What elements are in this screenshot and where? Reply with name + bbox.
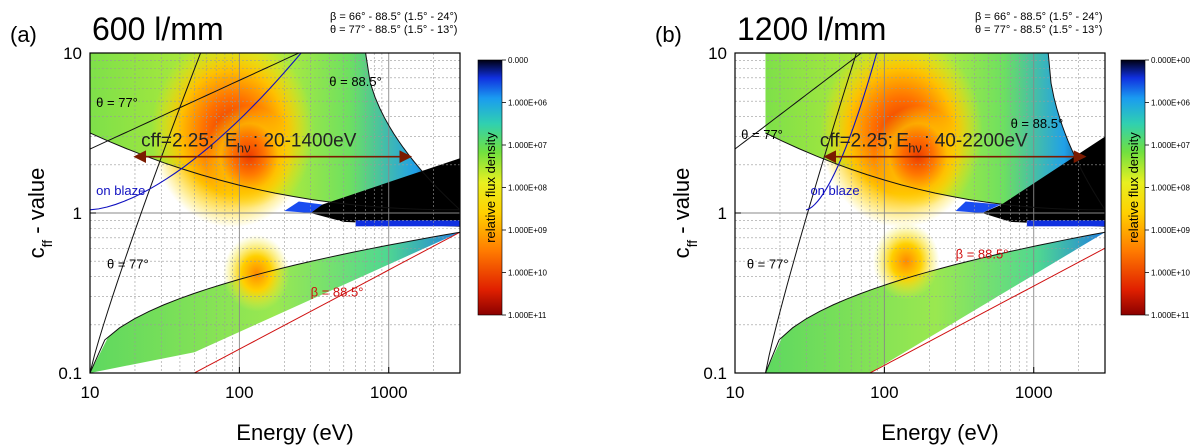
theta-88-label: θ = 88.5° — [329, 74, 382, 89]
y-tick-label: 1 — [73, 204, 82, 223]
panel-title: 600 l/mm — [92, 11, 224, 47]
theta-77-lower-label: θ = 77° — [107, 256, 149, 271]
panel-title: 1200 l/mm — [737, 11, 886, 47]
panel-label: (b) — [655, 22, 682, 47]
beta-88-label: β = 88.5° — [956, 246, 1009, 261]
y-axis-label-subscript: ff — [684, 240, 700, 248]
theta-88-curve — [365, 53, 460, 211]
panel-label: (a) — [10, 22, 37, 47]
blue-transition — [284, 201, 323, 213]
theta-77-lower-label: θ = 77° — [747, 256, 789, 271]
theta-range-note: θ = 77° - 88.5° (1.5° - 13°) — [330, 24, 457, 36]
theta-upper-curve — [90, 53, 300, 150]
colorbar-tick-label: 1.000E+08 — [508, 184, 547, 193]
cff-label: cff=2.25; — [820, 131, 893, 152]
colorbar-tick-label: 1.000E+10 — [1151, 269, 1190, 278]
colorbar-tick-label: 1.000E+10 — [508, 269, 547, 278]
beta-range-note: β = 66° - 88.5° (1.5° - 24°) — [975, 11, 1103, 23]
energy-range-symbol: E — [225, 131, 238, 152]
colorbar-tick-label: 1.000E+11 — [1151, 311, 1190, 320]
x-tick-label: 100 — [225, 383, 253, 402]
x-tick-label: 1000 — [1015, 383, 1053, 402]
x-tick-label: 10 — [81, 383, 100, 402]
blue-transition — [955, 201, 1001, 213]
heatmap — [735, 53, 1105, 373]
lower-lobe-boundary — [90, 231, 460, 373]
colorbar-label: relative flux density — [1126, 132, 1141, 243]
colorbar-tick-label: 1.000E+06 — [1151, 99, 1190, 108]
lower-lobe — [765, 232, 1105, 373]
heatmap — [90, 53, 460, 373]
y-tick-label: 0.1 — [58, 364, 82, 383]
colorbar-tick-label: 1.000E+09 — [1151, 226, 1190, 235]
y-axis-label-subscript: ff — [39, 240, 55, 248]
colorbar-tick-label: 1.000E+09 — [508, 226, 547, 235]
beta-88-curve — [869, 247, 1105, 373]
hotspot-lower — [872, 222, 940, 300]
panel-b: (b) 1200 l/mm β = 66° - 88.5° (1.5° - 24°)… — [655, 11, 1190, 445]
energy-range-subscript: hν — [908, 141, 922, 156]
theta-88-label: θ = 88.5° — [1011, 116, 1064, 131]
energy-range-symbol: E — [896, 131, 909, 152]
theta-77-curve — [90, 53, 202, 373]
y-axis-label: cff - value — [669, 168, 700, 259]
colorbar-tick-label: 1.000E+11 — [508, 311, 547, 320]
x-axis-label: Energy (eV) — [236, 420, 353, 445]
colorbar-tick-label: 1.000E+07 — [508, 141, 547, 150]
colorbar-tick-label: 1.000E+06 — [508, 99, 547, 108]
y-tick-label: 10 — [63, 44, 82, 63]
theta-77-label: θ = 77° — [741, 127, 783, 142]
hotspot-lower — [223, 234, 290, 312]
beta-range-note: β = 66° - 88.5° (1.5° - 24°) — [330, 11, 458, 23]
colorbar-label: relative flux density — [483, 132, 498, 243]
y-tick-label: 1 — [718, 204, 727, 223]
y-tick-label: 0.1 — [703, 364, 727, 383]
theta-upper-curve — [735, 53, 862, 150]
y-axis-label-main: c — [24, 247, 49, 258]
grid — [734, 52, 1106, 374]
theta-77-label: θ = 77° — [96, 95, 138, 110]
y-axis-label: cff - value — [24, 168, 55, 259]
energy-range-subscript: hν — [237, 141, 251, 156]
blaze-label: on blaze — [810, 183, 859, 198]
blaze-label: on blaze — [96, 183, 145, 198]
energy-range-label: : 20-1400eV — [253, 131, 357, 152]
upper-lobe-boundary — [765, 132, 1105, 211]
beta-88-label: β = 88.5° — [311, 285, 364, 300]
theta-range-note: θ = 77° - 88.5° (1.5° - 13°) — [975, 24, 1102, 36]
colorbar-tick-label: 0.000E+00 — [1151, 56, 1190, 65]
lower-lobe-boundary — [765, 231, 1105, 373]
x-tick-label: 100 — [870, 383, 898, 402]
x-tick-label: 1000 — [370, 383, 408, 402]
lower-blue-edge — [355, 220, 460, 227]
y-axis-label-suffix: - value — [669, 168, 694, 240]
cff-label: cff=2.25; — [141, 131, 214, 152]
x-tick-label: 10 — [726, 383, 745, 402]
y-axis-label-suffix: - value — [24, 168, 49, 240]
panel-a: (a) 600 l/mm β = 66° - 88.5° (1.5° - 24°)θ… — [10, 11, 547, 445]
colorbar-tick-label: 1.000E+07 — [1151, 141, 1190, 150]
x-axis-label: Energy (eV) — [881, 420, 998, 445]
energy-range-label: : 40-2200eV — [924, 131, 1028, 152]
y-axis-label-main: c — [669, 247, 694, 258]
colorbar-tick-label: 0.000 — [508, 56, 529, 65]
beta-88-curve — [194, 231, 460, 373]
lower-blue-edge — [1026, 220, 1105, 227]
theta-77-curve — [764, 53, 857, 373]
y-tick-label: 10 — [708, 44, 727, 63]
colorbar-tick-label: 1.000E+08 — [1151, 184, 1190, 193]
